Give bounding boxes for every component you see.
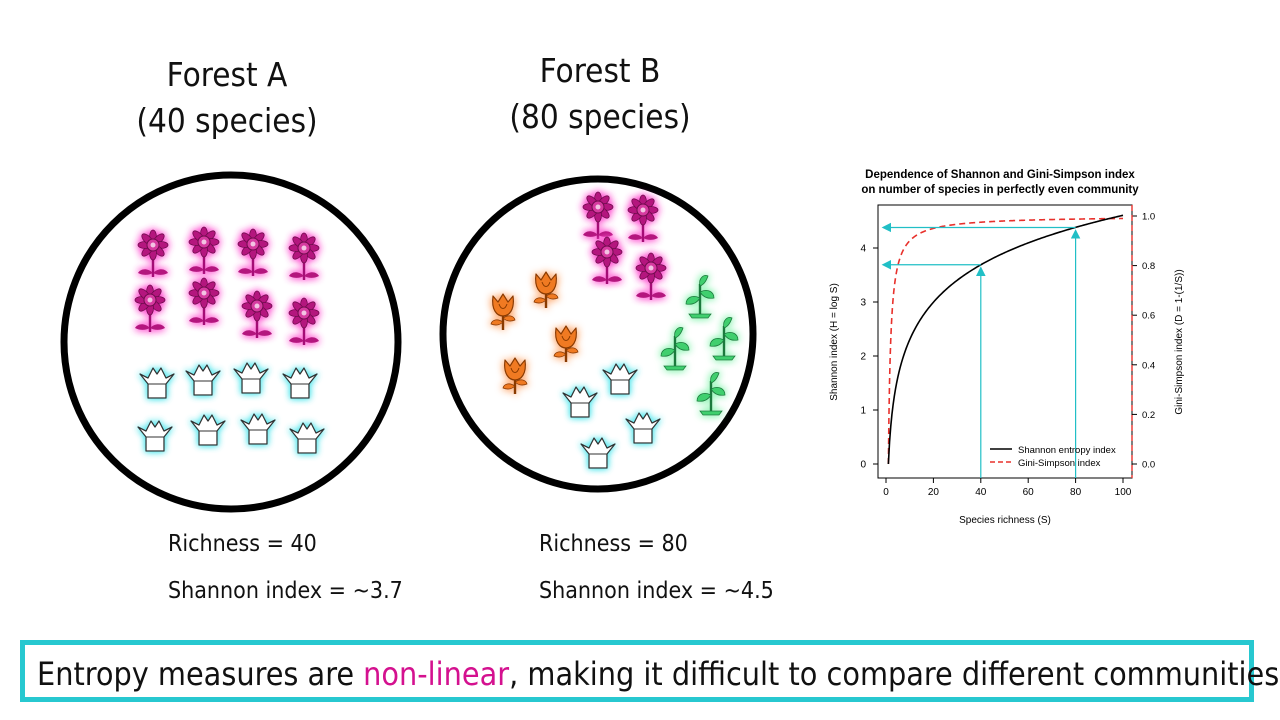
shannon-line xyxy=(887,214,1124,465)
y-right-tick-label: 0.0 xyxy=(1142,460,1155,471)
x-tick-label: 80 xyxy=(1070,487,1082,498)
x-tick-label: 0 xyxy=(883,487,889,498)
x-tick-label: 60 xyxy=(1023,487,1035,498)
forest-b-title: Forest B (80 species) xyxy=(480,48,720,140)
conclusion-banner: Entropy measures are non-linear, making … xyxy=(20,640,1280,702)
x-tick-label: 100 xyxy=(1115,487,1132,498)
y-right-tick-label: 0.2 xyxy=(1142,410,1155,421)
forest-a-name: Forest A xyxy=(166,55,288,94)
conclusion-text-end: , making it difficult to compare differe… xyxy=(509,655,1280,693)
y-right-tick-label: 0.6 xyxy=(1142,311,1155,322)
conclusion-highlight: non-linear xyxy=(363,655,510,693)
forest-a-richness: Richness = 40 xyxy=(168,531,317,557)
forest-b-shannon: Shannon index = ~4.5 xyxy=(539,578,774,604)
y-left-tick-label: 2 xyxy=(860,352,866,363)
chart-title: Dependence of Shannon and Gini-Simpson i… xyxy=(865,169,1135,181)
x-axis-label: Species richness (S) xyxy=(959,515,1051,526)
y-left-tick-label: 0 xyxy=(860,460,866,471)
forest-a-shannon: Shannon index = ~3.7 xyxy=(168,578,403,604)
legend-gini-label: Gini-Simpson index xyxy=(1018,458,1101,469)
forest-a-species-count: (40 species) xyxy=(136,101,318,140)
y-left-axis-label: Shannon index (H = log S) xyxy=(829,283,840,401)
forest-b-richness: Richness = 80 xyxy=(539,531,688,557)
y-right-tick-label: 1.0 xyxy=(1142,212,1155,223)
forest-b-species-count: (80 species) xyxy=(509,97,691,136)
x-tick-label: 20 xyxy=(928,487,940,498)
forest-b-circle xyxy=(439,175,757,493)
y-left-tick-label: 4 xyxy=(860,244,866,255)
forest-a-title: Forest A (40 species) xyxy=(107,52,347,144)
y-left-tick-label: 3 xyxy=(860,298,866,309)
conclusion-text-start: Entropy measures are xyxy=(37,655,364,693)
y-right-tick-label: 0.8 xyxy=(1142,261,1155,272)
conclusion-text: Entropy measures are non-linear, making … xyxy=(37,655,1280,693)
chart-subtitle: on number of species in perfectly even c… xyxy=(861,184,1139,196)
plot-frame xyxy=(877,204,1133,479)
y-right-tick-label: 0.4 xyxy=(1142,360,1155,371)
forest-b-name: Forest B xyxy=(539,51,661,90)
gini-simpson-line xyxy=(887,217,1124,465)
y-left-tick-label: 1 xyxy=(860,406,866,417)
legend-shannon-label: Shannon entropy index xyxy=(1018,445,1116,456)
y-right-axis-label: Gini-Simpson index (D = 1-(1/S)) xyxy=(1174,269,1185,414)
x-tick-label: 40 xyxy=(975,487,987,498)
